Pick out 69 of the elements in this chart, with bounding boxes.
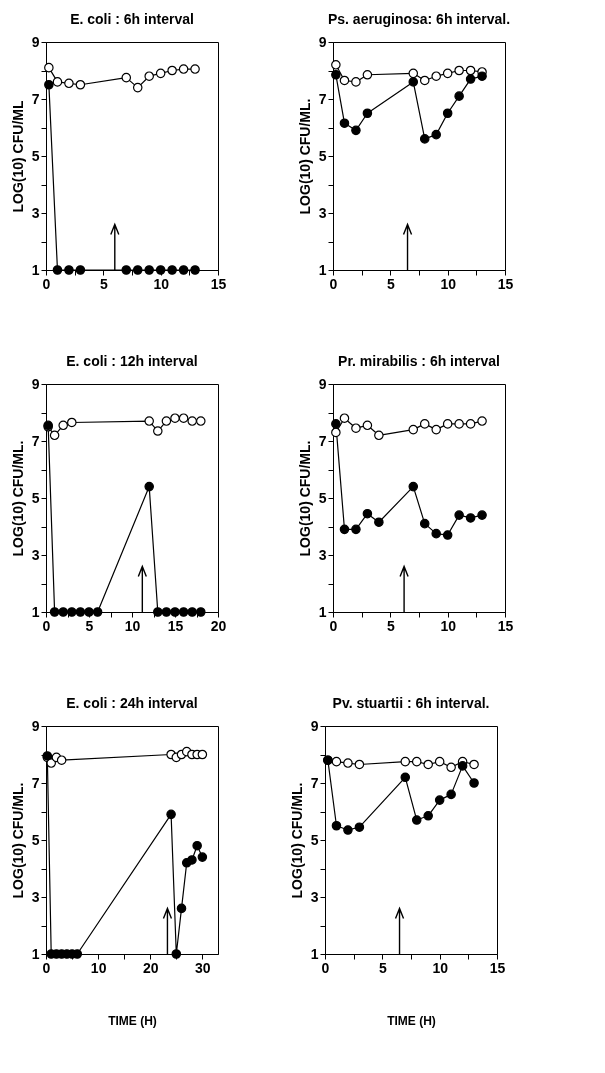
y-axis-title: LOG(10) CFU/ML. (9, 440, 26, 557)
x-tick-label: 20 (210, 617, 227, 634)
y-axis-title: LOG(10) CFU/ML. (288, 782, 305, 899)
x-tick-label: 10 (153, 275, 170, 292)
y-tick-label: 9 (318, 33, 327, 50)
y-tick-label: 1 (318, 603, 327, 620)
x-tick-label: 30 (195, 959, 211, 976)
y-tick-label: 1 (310, 945, 319, 962)
x-tick-label: 10 (124, 617, 141, 634)
y-tick-label: 5 (318, 489, 327, 506)
x-tick-label: 0 (42, 275, 51, 292)
x-tick-label: 5 (85, 617, 94, 634)
x-tick-label: 15 (489, 959, 506, 976)
x-tick-label: 20 (142, 959, 159, 976)
x-tick-label: 0 (42, 617, 51, 634)
chart-title: Ps. aeruginosa: 6h interval. (327, 11, 511, 27)
y-axis-title: LOG(10) CFU/ML. (296, 98, 313, 215)
x-tick-label: 0 (329, 275, 338, 292)
y-tick-label: 5 (31, 831, 40, 848)
y-axis-title: LOG(10) CFU/ML. (9, 782, 26, 899)
y-tick-label: 3 (31, 546, 40, 563)
y-tick-label: 5 (310, 831, 319, 848)
y-tick-label: 7 (318, 432, 327, 449)
x-tick-label: 5 (378, 959, 387, 976)
y-tick-label: 7 (31, 432, 40, 449)
y-tick-label: 1 (31, 945, 40, 962)
y-tick-label: 3 (310, 888, 319, 905)
x-tick-label: 5 (99, 275, 108, 292)
y-tick-label: 9 (31, 375, 40, 392)
x-tick-label: 0 (42, 959, 51, 976)
x-tick-label: 15 (497, 275, 514, 292)
chart-title: E. coli : 24h interval (66, 695, 198, 711)
x-tick-label: 0 (321, 959, 330, 976)
x-tick-label: 5 (386, 617, 395, 634)
x-axis-title: TIME (H) (387, 1013, 436, 1028)
x-tick-label: 15 (497, 617, 514, 634)
y-tick-label: 5 (31, 147, 40, 164)
y-tick-label: 7 (31, 90, 40, 107)
x-tick-label: 5 (386, 275, 395, 292)
y-tick-label: 7 (318, 90, 327, 107)
y-tick-label: 7 (310, 774, 319, 791)
chart-title: E. coli : 6h interval (70, 11, 194, 27)
x-tick-label: 10 (440, 617, 457, 634)
x-tick-label: 0 (329, 617, 338, 634)
y-tick-label: 9 (31, 717, 40, 734)
y-tick-label: 5 (318, 147, 327, 164)
y-tick-label: 9 (318, 375, 327, 392)
y-axis-title: LOG(10) CFU/ML (9, 100, 26, 213)
y-tick-label: 9 (31, 33, 40, 50)
y-tick-label: 3 (318, 204, 327, 221)
y-tick-label: 1 (31, 603, 40, 620)
chart-title: E. coli : 12h interval (66, 353, 198, 369)
x-tick-label: 10 (440, 275, 457, 292)
y-tick-label: 3 (318, 546, 327, 563)
x-tick-label: 15 (210, 275, 227, 292)
chart-title: Pr. mirabilis : 6h interval (338, 353, 500, 369)
chart-title: Pv. stuartii : 6h interval. (332, 695, 490, 711)
y-tick-label: 1 (318, 261, 327, 278)
x-axis-title: TIME (H) (108, 1013, 157, 1028)
y-tick-label: 3 (31, 204, 40, 221)
x-tick-label: 15 (167, 617, 184, 634)
y-tick-label: 9 (310, 717, 319, 734)
y-tick-label: 1 (31, 261, 40, 278)
y-axis-title: LOG(10) CFU/ML. (296, 440, 313, 557)
x-tick-label: 10 (432, 959, 449, 976)
y-tick-label: 7 (31, 774, 40, 791)
y-tick-label: 3 (31, 888, 40, 905)
y-tick-label: 5 (31, 489, 40, 506)
x-tick-label: 10 (90, 959, 107, 976)
